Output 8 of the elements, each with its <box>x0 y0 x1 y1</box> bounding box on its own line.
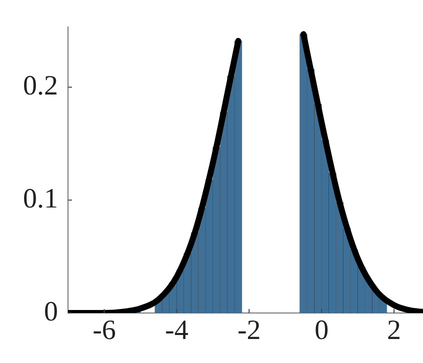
y-tick-label: 0 <box>44 296 58 328</box>
y-tick-label: 0.1 <box>23 183 58 214</box>
y-tick-label: 0.2 <box>23 70 58 102</box>
x-tick-label: -6 <box>92 315 116 346</box>
x-tick-label: 0 <box>314 315 329 346</box>
x-tick-label: 2 <box>387 315 402 346</box>
x-tick-label: -2 <box>237 315 261 346</box>
x-tick-label: -4 <box>165 315 188 346</box>
